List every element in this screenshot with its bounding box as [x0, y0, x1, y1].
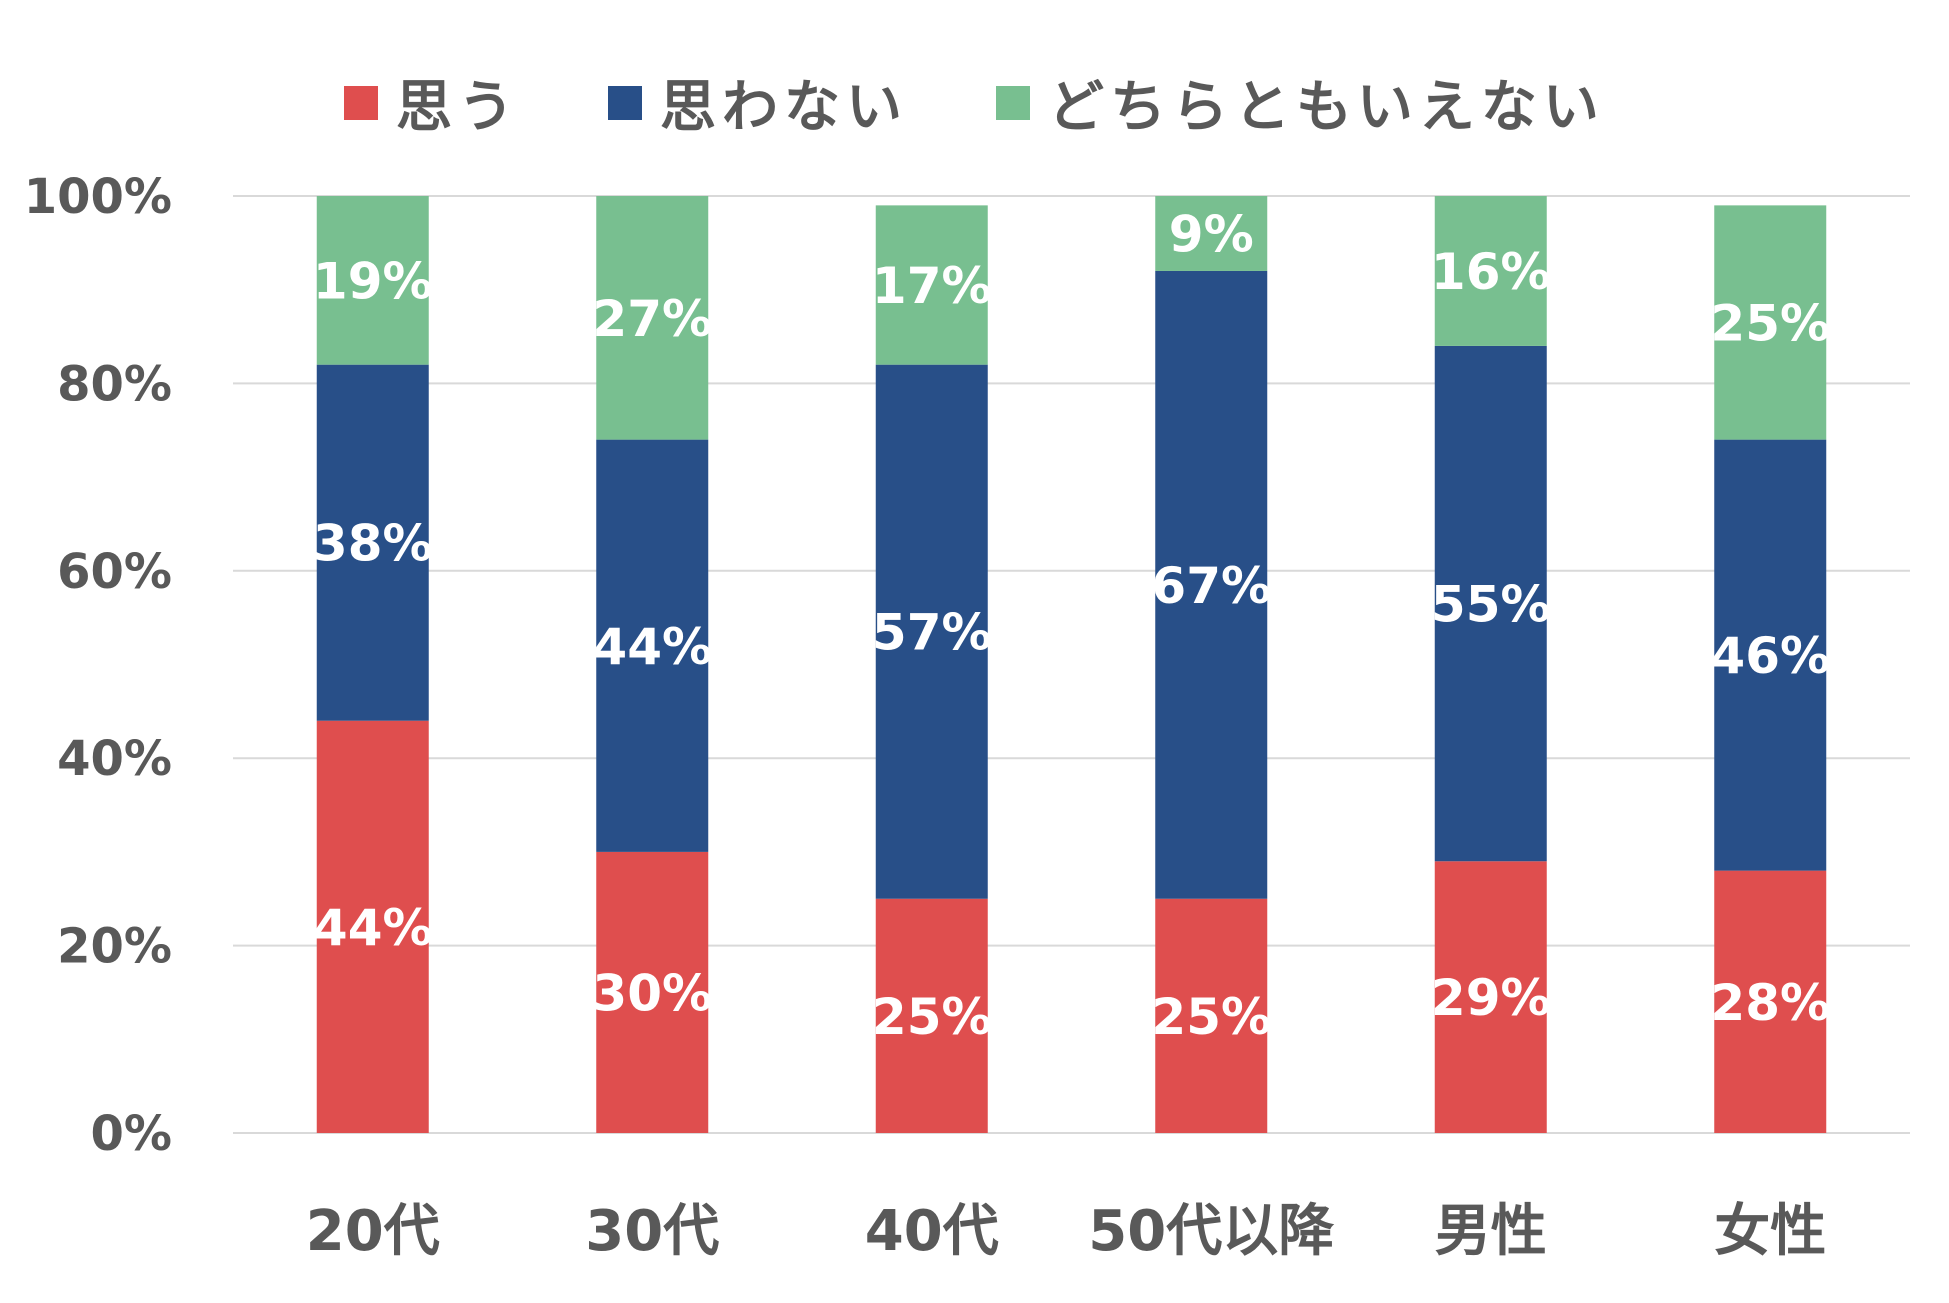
- data-label: 67%: [1151, 557, 1271, 615]
- data-label: 19%: [313, 252, 433, 310]
- data-label: 44%: [592, 618, 712, 676]
- y-tick-label: 0%: [91, 1106, 173, 1162]
- x-category-label: 20代: [306, 1199, 440, 1264]
- legend-item-disagree: 思わない: [608, 62, 908, 143]
- bar-segment: [875, 364, 988, 899]
- bar-segment: [316, 720, 429, 1133]
- legend-swatch-agree: [344, 85, 379, 120]
- data-label: 29%: [1431, 969, 1551, 1027]
- data-label: 28%: [1710, 974, 1830, 1032]
- bar-segment: [875, 898, 988, 1133]
- y-tick-label: 100%: [24, 169, 172, 225]
- legend-label-disagree: 思わない: [660, 75, 909, 140]
- bar-segment: [1714, 205, 1827, 440]
- bar-segment: [1434, 345, 1547, 862]
- data-label: 9%: [1169, 205, 1254, 263]
- bar-segment: [1155, 898, 1268, 1133]
- data-label: 44%: [313, 899, 433, 957]
- bar-segment: [1714, 870, 1827, 1133]
- data-label: 25%: [1151, 988, 1271, 1046]
- legend-label-neutral: どちらともいえない: [1048, 75, 1605, 140]
- y-tick-label: 20%: [57, 919, 172, 975]
- x-category-label: 男性: [1435, 1199, 1547, 1264]
- x-category-label: 40代: [865, 1199, 999, 1264]
- legend-label-agree: 思う: [396, 75, 521, 140]
- data-label: 25%: [872, 988, 992, 1046]
- bar-segment: [316, 196, 429, 365]
- data-label: 16%: [1431, 243, 1551, 301]
- bar-segment: [1155, 196, 1268, 271]
- bar-segment: [1434, 861, 1547, 1133]
- bar-segment: [875, 205, 988, 365]
- legend-swatch-disagree: [608, 85, 643, 120]
- x-category-label: 50代以降: [1088, 1199, 1334, 1264]
- data-label: 57%: [872, 604, 992, 662]
- bar-segment: [596, 196, 709, 440]
- y-tick-label: 40%: [57, 731, 172, 787]
- bar-segment: [1434, 196, 1547, 346]
- bar-segment: [316, 364, 429, 721]
- chart-legend: 思う 思わない どちらともいえない: [0, 62, 1949, 143]
- bar-segment: [1714, 439, 1827, 871]
- data-label: 55%: [1431, 576, 1551, 634]
- data-label: 38%: [313, 515, 433, 573]
- bar-segment: [1155, 270, 1268, 899]
- data-label: 17%: [872, 257, 992, 315]
- data-label: 30%: [592, 964, 712, 1022]
- y-tick-label: 60%: [57, 544, 172, 600]
- x-category-label: 女性: [1714, 1199, 1826, 1264]
- data-label: 27%: [592, 290, 712, 348]
- bar-segment: [596, 851, 709, 1133]
- data-label: 46%: [1710, 627, 1830, 685]
- bar-segment: [596, 439, 709, 852]
- y-tick-label: 80%: [57, 356, 172, 412]
- data-label: 25%: [1710, 294, 1830, 352]
- legend-swatch-neutral: [996, 85, 1031, 120]
- legend-item-neutral: どちらともいえない: [996, 62, 1605, 143]
- x-category-label: 30代: [585, 1199, 719, 1264]
- legend-item-agree: 思う: [344, 62, 520, 143]
